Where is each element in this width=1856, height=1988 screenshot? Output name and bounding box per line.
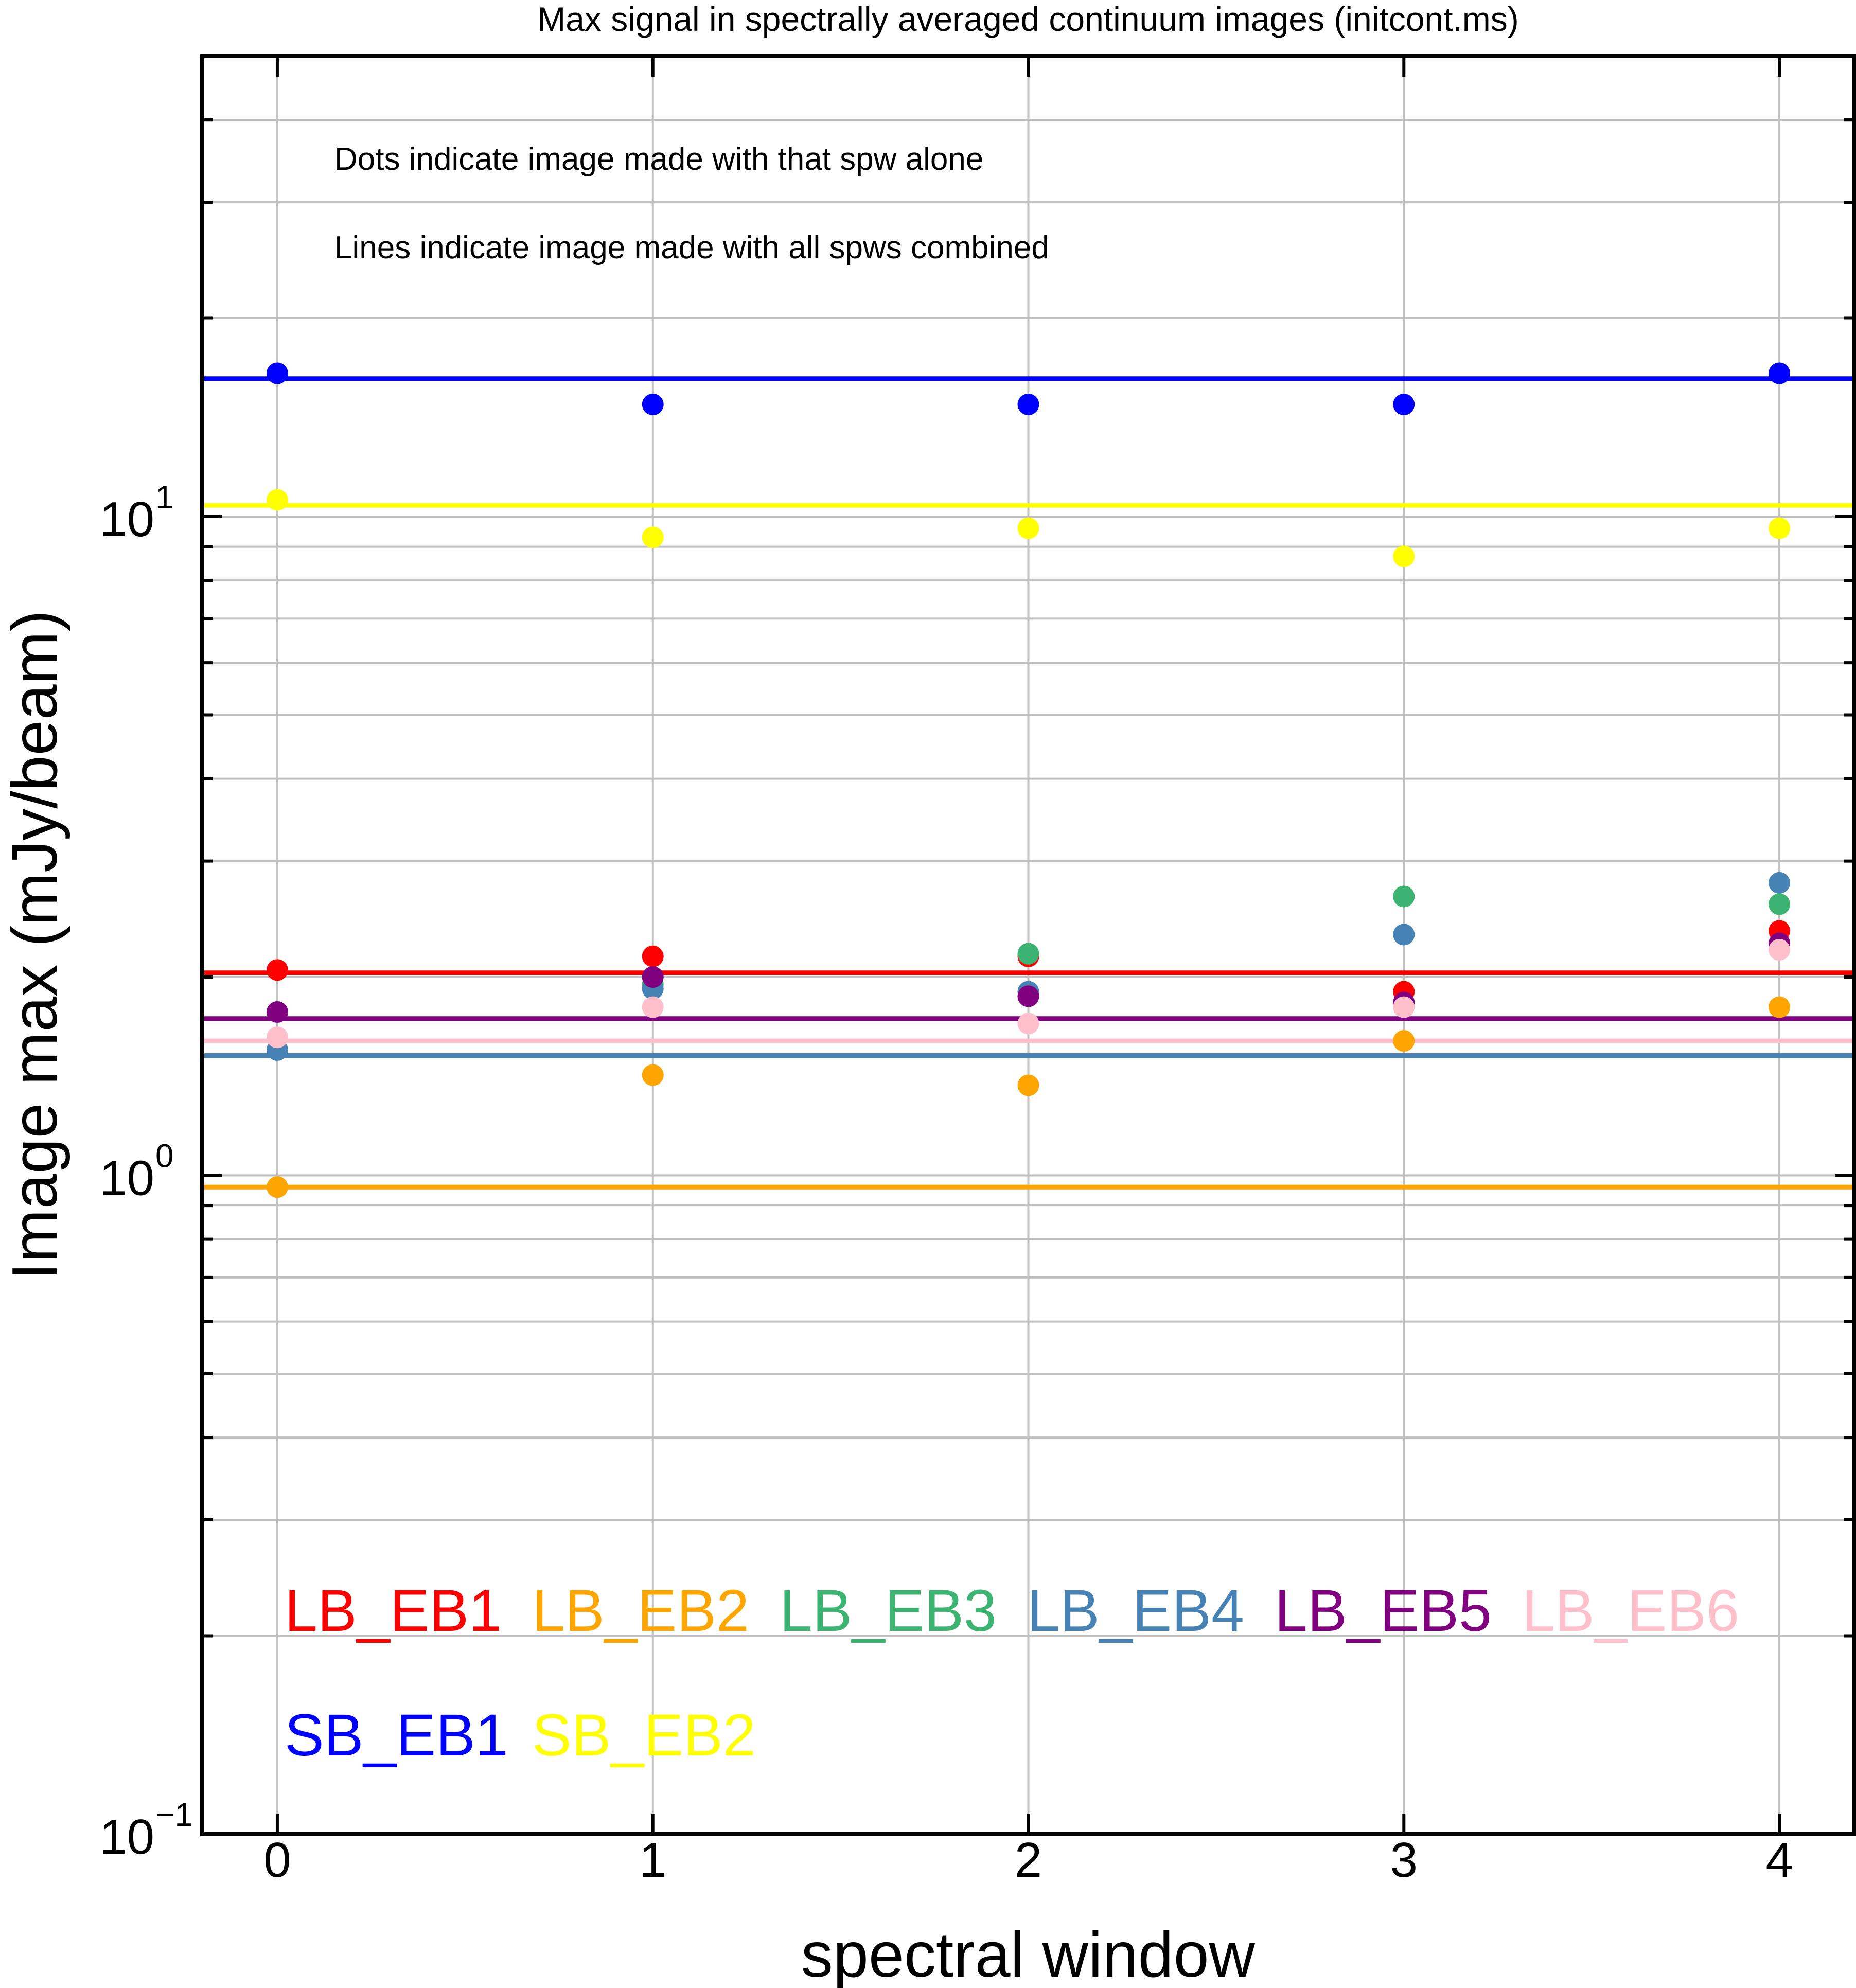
x-tick-labels: 0 1 2 3 4 xyxy=(263,1833,1793,1888)
annotation-lines: Lines indicate image made with all spws … xyxy=(334,230,1049,265)
point-lb_eb4 xyxy=(1769,872,1791,894)
legend-label-lb_eb4: LB_EB4 xyxy=(1027,1578,1244,1644)
legend-label-lb_eb1: LB_EB1 xyxy=(285,1578,502,1644)
point-lb_eb5 xyxy=(266,1001,288,1023)
annotation-dots: Dots indicate image made with that spw a… xyxy=(334,141,983,177)
x-tick-label: 0 xyxy=(263,1833,291,1888)
point-lb_eb4 xyxy=(1393,924,1415,946)
legend: LB_EB1 LB_EB2 LB_EB3 LB_EB4 LB_EB5 LB_EB6 SB_E… xyxy=(285,1578,1739,1768)
point-sb_eb1 xyxy=(1769,362,1791,384)
x-axis-label: spectral window xyxy=(801,1920,1256,1988)
point-lb_eb1 xyxy=(642,945,664,967)
point-lb_eb5 xyxy=(1017,985,1039,1007)
legend-label-lb_eb6: LB_EB6 xyxy=(1522,1578,1739,1644)
point-sb_eb2 xyxy=(1393,545,1415,567)
y-tick-exponent: 1 xyxy=(155,478,174,516)
point-lb_eb5 xyxy=(642,966,664,988)
x-tick-label: 3 xyxy=(1390,1833,1418,1888)
point-lb_eb6 xyxy=(642,996,664,1018)
point-sb_eb2 xyxy=(642,526,664,548)
point-sb_eb1 xyxy=(1017,394,1039,416)
legend-label-lb_eb2: LB_EB2 xyxy=(532,1578,749,1644)
point-lb_eb6 xyxy=(1393,996,1415,1018)
x-tick-label: 4 xyxy=(1765,1833,1793,1888)
point-sb_eb1 xyxy=(266,362,288,384)
point-lb_eb6 xyxy=(1017,1013,1039,1035)
chart-title: Max signal in spectrally averaged contin… xyxy=(537,0,1519,38)
y-tick-label: 10 xyxy=(99,1809,154,1865)
point-sb_eb2 xyxy=(1769,517,1791,539)
plot-frame xyxy=(200,54,1856,1836)
point-lb_eb2 xyxy=(1393,1030,1415,1052)
point-lb_eb2 xyxy=(642,1064,664,1086)
data-points xyxy=(266,362,1791,1198)
legend-label-sb_eb1: SB_EB1 xyxy=(285,1702,508,1768)
y-tick-exponent: −1 xyxy=(155,1796,193,1833)
y-axis-label: Image max (mJy/beam) xyxy=(0,610,70,1280)
point-lb_eb3 xyxy=(1017,943,1039,965)
y-tick-label: 10 xyxy=(99,1151,154,1206)
point-sb_eb2 xyxy=(266,489,288,511)
point-lb_eb2 xyxy=(266,1176,288,1198)
y-tick-exponent: 0 xyxy=(155,1138,174,1175)
y-tick-label: 10 xyxy=(99,492,154,547)
point-lb_eb3 xyxy=(1393,885,1415,908)
point-lb_eb3 xyxy=(1769,893,1791,915)
point-lb_eb2 xyxy=(1769,996,1791,1018)
legend-label-sb_eb2: SB_EB2 xyxy=(532,1702,756,1768)
point-sb_eb1 xyxy=(642,394,664,416)
point-lb_eb2 xyxy=(1017,1074,1039,1096)
point-lb_eb1 xyxy=(266,959,288,981)
point-sb_eb1 xyxy=(1393,394,1415,416)
point-lb_eb6 xyxy=(1769,939,1791,961)
point-lb_eb6 xyxy=(266,1026,288,1049)
legend-label-lb_eb3: LB_EB3 xyxy=(780,1578,997,1644)
point-sb_eb2 xyxy=(1017,517,1039,539)
x-tick-label: 1 xyxy=(639,1833,666,1888)
x-tick-label: 2 xyxy=(1015,1833,1042,1888)
legend-label-lb_eb5: LB_EB5 xyxy=(1275,1578,1492,1644)
